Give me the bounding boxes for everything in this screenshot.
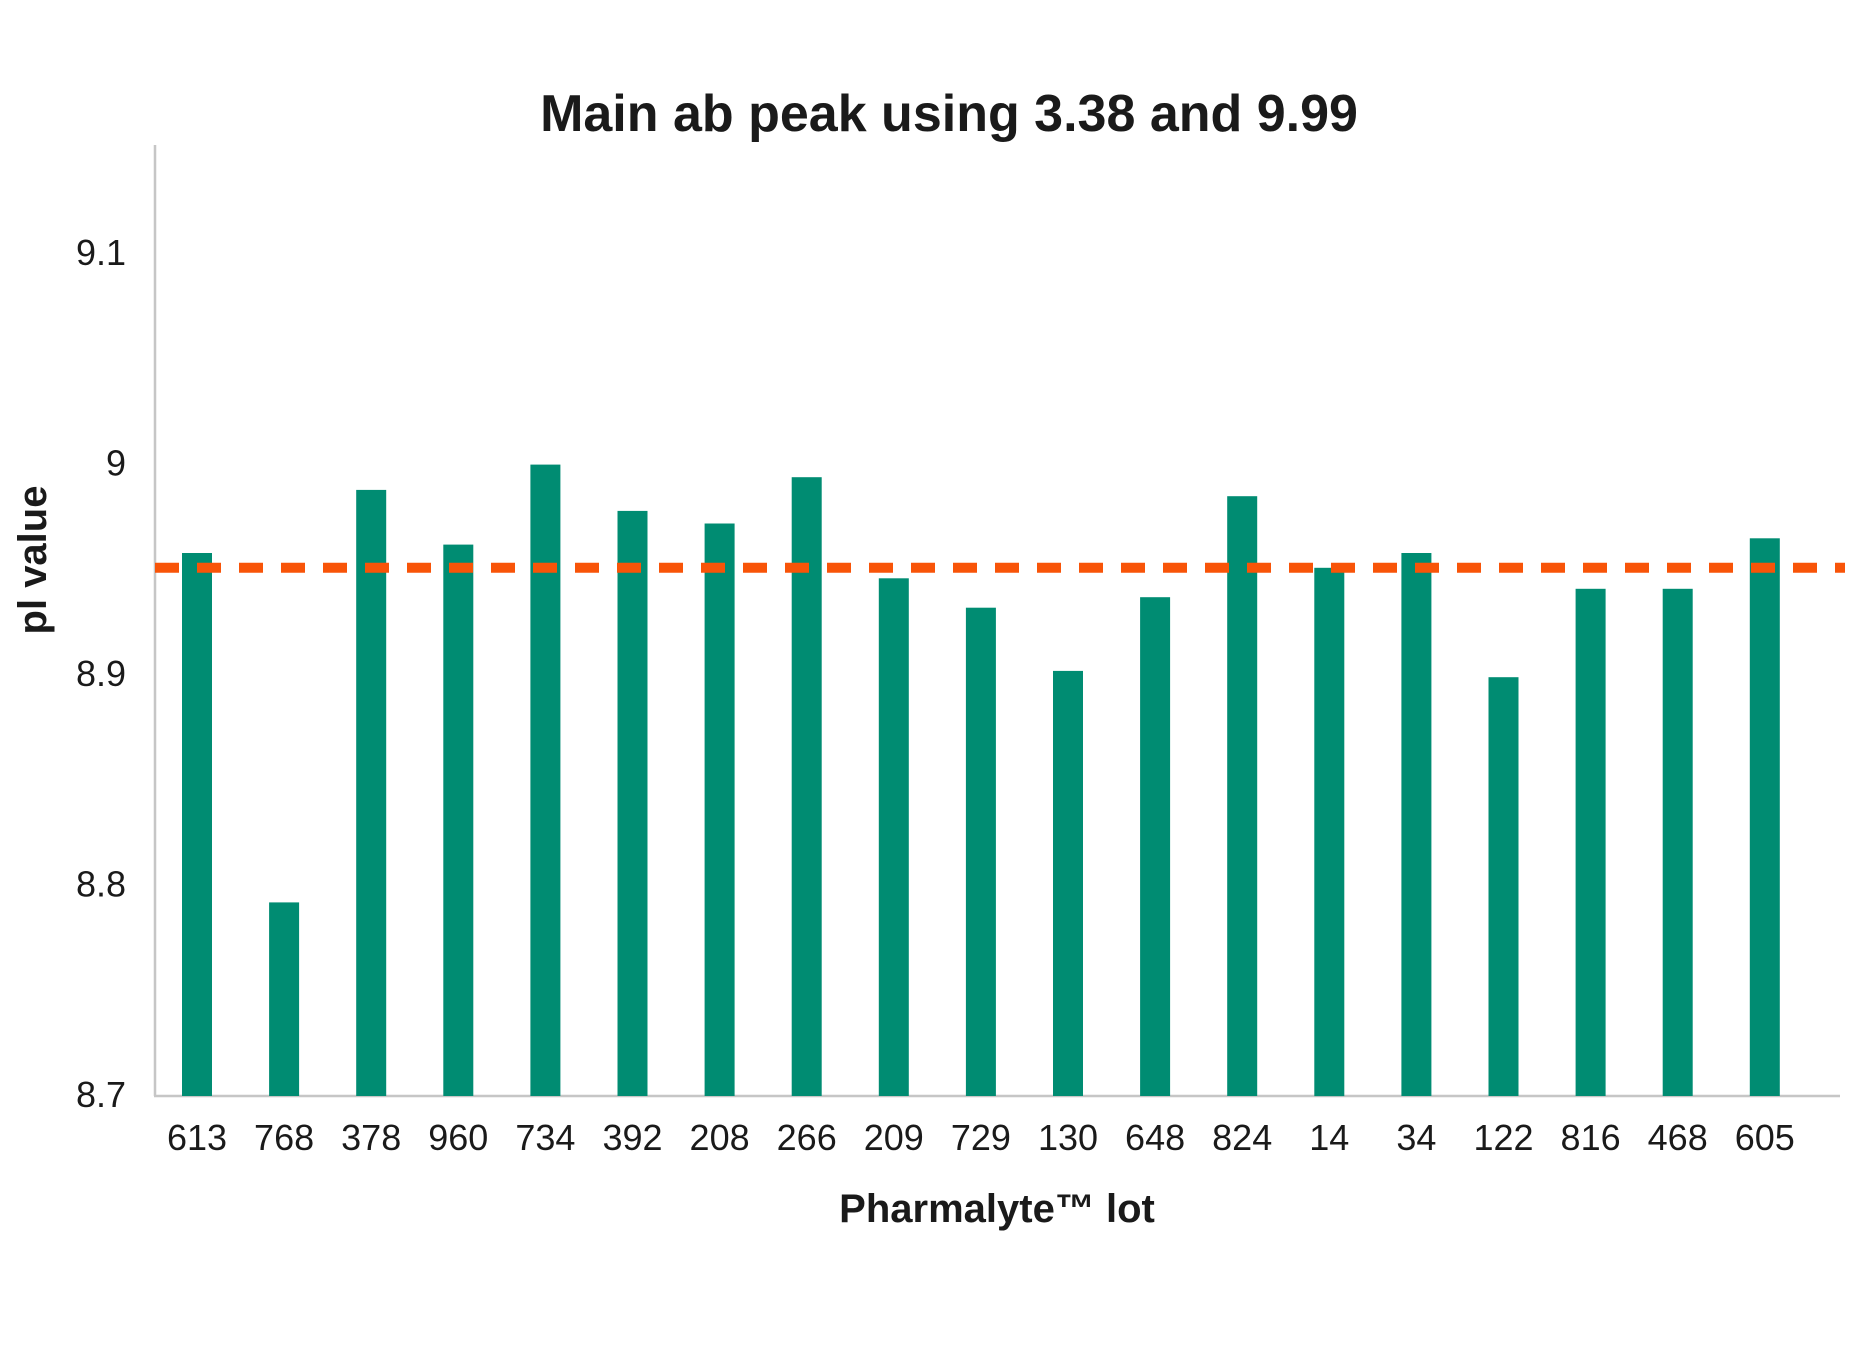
- x-axis-title: Pharmalyte™ lot: [839, 1187, 1155, 1231]
- x-tick-label: 613: [167, 1117, 227, 1158]
- y-axis-title: pl value: [11, 486, 55, 635]
- bar: [1662, 588, 1693, 1096]
- bar: [1749, 538, 1780, 1096]
- x-tick-label: 266: [777, 1117, 837, 1158]
- y-tick-label: 9.1: [76, 232, 126, 273]
- x-tick-label: 209: [864, 1117, 924, 1158]
- bar: [1401, 553, 1432, 1096]
- x-tick-label: 734: [515, 1117, 575, 1158]
- x-tick-label: 768: [254, 1117, 314, 1158]
- x-tick-label: 729: [951, 1117, 1011, 1158]
- x-tick-label: 960: [428, 1117, 488, 1158]
- bar: [1314, 567, 1345, 1097]
- x-tick-label: 34: [1396, 1117, 1436, 1158]
- bars: [182, 464, 1780, 1097]
- y-tick-labels: 8.7 8.8 8.9 9 9.1: [76, 232, 126, 1115]
- bar: [1053, 670, 1083, 1096]
- bar: [704, 523, 735, 1096]
- bar: [182, 553, 212, 1096]
- bar: [1488, 677, 1519, 1096]
- chart-title: Main ab peak using 3.38 and 9.99: [540, 85, 1358, 143]
- x-tick-label: 130: [1038, 1117, 1098, 1158]
- x-tick-label: 468: [1648, 1117, 1708, 1158]
- bar: [1575, 588, 1606, 1096]
- y-tick-label: 8.9: [76, 653, 126, 694]
- bar: [530, 464, 561, 1097]
- bar: [617, 510, 648, 1096]
- bar: [356, 489, 387, 1096]
- bar: [269, 902, 300, 1096]
- x-tick-label: 392: [602, 1117, 662, 1158]
- bar: [791, 477, 822, 1096]
- y-tick-label: 8.7: [76, 1074, 126, 1115]
- bar: [1227, 496, 1258, 1096]
- x-tick-label: 648: [1125, 1117, 1185, 1158]
- x-tick-labels: 613 768 378 960 734 392 208 266 209 729 130 648 824 1…: [167, 1117, 1795, 1158]
- y-tick-label: 8.8: [76, 864, 126, 905]
- bar: [878, 578, 909, 1096]
- bar: [965, 607, 996, 1096]
- x-tick-label: 14: [1309, 1117, 1349, 1158]
- bar: [443, 544, 474, 1096]
- x-tick-label: 824: [1212, 1117, 1272, 1158]
- x-tick-label: 208: [690, 1117, 750, 1158]
- x-tick-label: 816: [1561, 1117, 1621, 1158]
- x-tick-label: 122: [1473, 1117, 1533, 1158]
- bar: [1140, 597, 1171, 1096]
- y-tick-label: 9: [106, 443, 126, 484]
- x-tick-label: 605: [1735, 1117, 1795, 1158]
- x-tick-label: 378: [341, 1117, 401, 1158]
